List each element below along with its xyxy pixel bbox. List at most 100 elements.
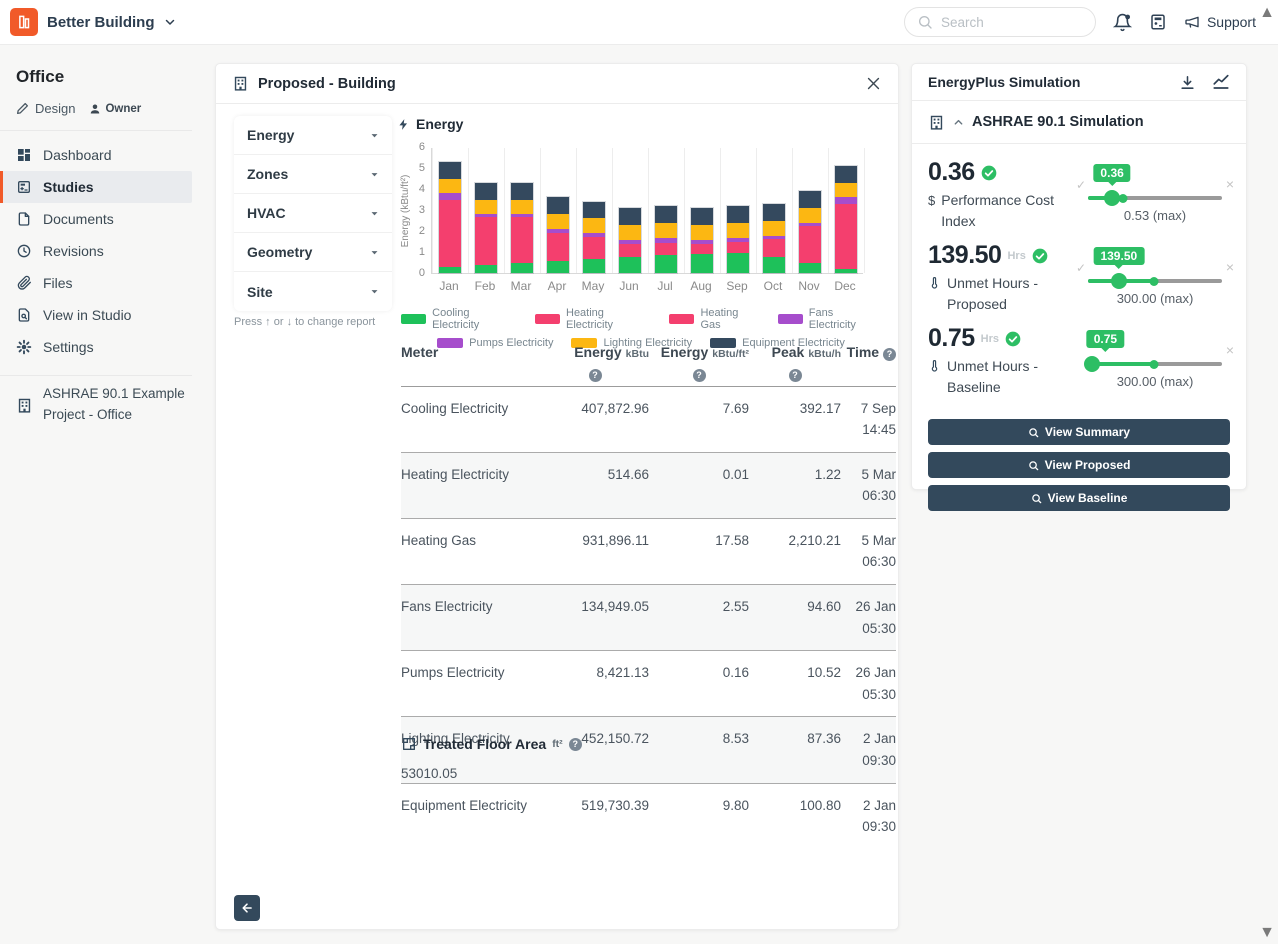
bar-may[interactable]	[583, 202, 605, 273]
help-icon[interactable]: ?	[589, 369, 602, 382]
sidebar-item-dashboard[interactable]: Dashboard	[0, 139, 192, 171]
meter-name: Heating Gas	[401, 530, 541, 573]
slider-tooltip: 139.50	[1093, 247, 1144, 265]
pencil-icon	[16, 102, 29, 115]
bar-jul[interactable]	[655, 206, 677, 273]
peak-kbtu-h: 87.36	[749, 728, 841, 771]
gear-icon	[16, 339, 32, 355]
gridline	[576, 148, 577, 273]
bar-nov[interactable]	[799, 191, 821, 273]
bar-jun[interactable]	[619, 208, 641, 273]
legend-fans-electricity[interactable]: Fans Electricity	[778, 307, 881, 331]
bar-apr[interactable]	[547, 197, 569, 273]
view-baseline-button[interactable]: View Baseline	[928, 485, 1230, 511]
sidebar-item-files[interactable]: Files	[0, 267, 192, 299]
legend-cooling-electricity[interactable]: Cooling Electricity	[401, 307, 517, 331]
report-panel: Proposed - Building EnergyZonesHVACGeome…	[215, 63, 899, 930]
peak-time: 2 Jan09:30	[841, 728, 896, 771]
bar-oct[interactable]	[763, 204, 785, 273]
x-tick-label: Feb	[467, 279, 503, 293]
bar-aug[interactable]	[691, 208, 713, 273]
bar-sep[interactable]	[727, 206, 749, 273]
sidebar-item-settings[interactable]: Settings	[0, 331, 192, 363]
notifications-bell-icon[interactable]	[1113, 13, 1132, 32]
sidebar-item-revisions[interactable]: Revisions	[0, 235, 192, 267]
slider-max-marker	[1149, 360, 1158, 369]
peak-time: 26 Jan05:30	[841, 662, 896, 705]
floor-area-label: Treated Floor Area	[423, 736, 546, 752]
simulation-run-row[interactable]: ASHRAE 90.1 Simulation	[912, 101, 1246, 144]
energy-kbtu: 8,421.13	[541, 662, 649, 705]
clear-icon[interactable]: ×	[1226, 259, 1234, 275]
design-mode-link[interactable]: Design	[16, 101, 75, 116]
bar-segment	[763, 221, 785, 236]
bar-feb[interactable]	[475, 183, 497, 273]
sidebar: Office Design Owner DashboardStudiesDocu…	[0, 45, 205, 426]
bar-segment	[619, 257, 641, 273]
bar-mar[interactable]	[511, 183, 533, 273]
help-icon[interactable]: ?	[883, 348, 896, 361]
bar-segment	[763, 204, 785, 221]
bar-segment	[727, 242, 749, 253]
sidebar-item-view-in-studio[interactable]: View in Studio	[0, 299, 192, 331]
table-row-heating-electricity: Heating Electricity514.660.011.225 Mar06…	[401, 453, 896, 519]
bar-segment	[799, 226, 821, 263]
building-icon	[16, 386, 33, 426]
report-menu-energy[interactable]: Energy	[234, 116, 392, 155]
help-icon[interactable]: ?	[569, 738, 582, 751]
bar-segment	[799, 191, 821, 208]
support-link[interactable]: Support	[1184, 14, 1256, 30]
report-menu-hvac[interactable]: HVAC	[234, 194, 392, 233]
divider	[0, 375, 192, 376]
clear-icon[interactable]: ×	[1226, 176, 1234, 192]
building-icon	[232, 75, 249, 92]
x-tick-label: Aug	[683, 279, 719, 293]
scrollbar-down-arrow[interactable]: ▼	[1259, 924, 1275, 942]
help-icon[interactable]: ?	[693, 369, 706, 382]
y-tick-label: 2	[405, 225, 425, 237]
caret-down-icon	[369, 286, 380, 297]
report-menu-geometry[interactable]: Geometry	[234, 233, 392, 272]
sidebar-item-documents[interactable]: Documents	[0, 203, 192, 235]
bar-segment	[439, 162, 461, 179]
floor-area-icon	[401, 736, 417, 752]
search-icon	[1028, 427, 1039, 438]
sidebar-item-studies[interactable]: Studies	[0, 171, 192, 203]
sidebar-project-link[interactable]: ASHRAE 90.1 Example Project - Office	[0, 384, 192, 426]
bar-segment	[727, 223, 749, 239]
energy-kbtu-ft2: 17.58	[649, 530, 749, 573]
x-tick-label: May	[575, 279, 611, 293]
project-title: Office	[16, 67, 205, 87]
legend-heating-gas[interactable]: Heating Gas	[669, 307, 759, 331]
report-menu-zones[interactable]: Zones	[234, 155, 392, 194]
paperclip-icon	[16, 275, 32, 291]
help-icon[interactable]: ?	[789, 369, 802, 382]
slider-thumb[interactable]	[1084, 356, 1100, 372]
chevron-up-icon[interactable]	[953, 117, 964, 128]
download-icon[interactable]	[1179, 73, 1196, 91]
slider-thumb[interactable]	[1104, 190, 1120, 206]
metric-slider[interactable]: × 0.75 300.00 (max)	[1080, 350, 1230, 398]
bar-segment	[655, 255, 677, 273]
gridline	[468, 148, 469, 273]
view-summary-button[interactable]: View Summary	[928, 419, 1230, 445]
search-input[interactable]	[941, 15, 1071, 30]
view-proposed-button[interactable]: View Proposed	[928, 452, 1230, 478]
calculator-icon[interactable]	[1149, 13, 1167, 31]
metric-slider[interactable]: ✓ × 0.36 0.53 (max)	[1080, 184, 1230, 232]
legend-heating-electricity[interactable]: Heating Electricity	[535, 307, 651, 331]
back-button[interactable]	[234, 895, 260, 921]
y-tick-label: 5	[405, 162, 425, 174]
scrollbar-up-arrow[interactable]: ▲	[1259, 4, 1275, 22]
bar-dec[interactable]	[835, 166, 857, 273]
report-menu-site[interactable]: Site	[234, 272, 392, 311]
close-icon[interactable]	[865, 75, 882, 92]
metric-slider[interactable]: ✓ × 139.50 300.00 (max)	[1080, 267, 1230, 315]
energy-kbtu-ft2: 0.16	[649, 662, 749, 705]
bar-jan[interactable]	[439, 162, 461, 273]
bar-segment	[583, 237, 605, 258]
slider-thumb[interactable]	[1111, 273, 1127, 289]
workspace-switcher[interactable]: Better Building	[10, 8, 176, 36]
chart-icon[interactable]	[1212, 73, 1230, 91]
clear-icon[interactable]: ×	[1226, 342, 1234, 358]
